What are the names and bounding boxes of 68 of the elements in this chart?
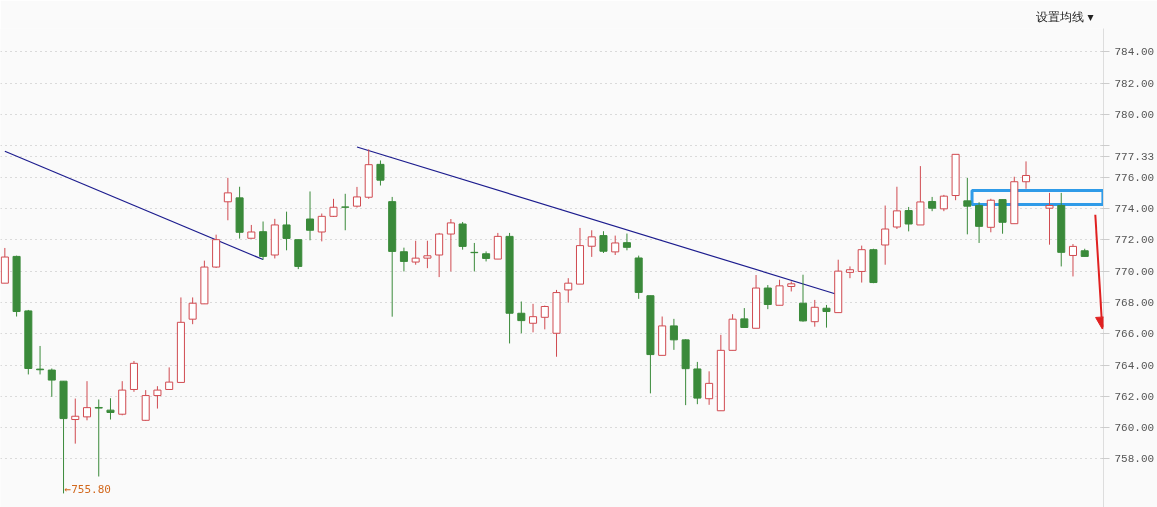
y-tick-label: 782.00 (1114, 77, 1155, 90)
candlestick (705, 370, 714, 406)
y-tick-label: 768.00 (1114, 296, 1155, 309)
candlestick (916, 165, 925, 226)
candlestick (165, 366, 174, 390)
candlestick (564, 277, 573, 304)
candlestick (611, 235, 620, 256)
y-tick-label: 774.00 (1114, 203, 1155, 216)
y-tick-label: 762.00 (1114, 390, 1155, 403)
candlestick (470, 242, 479, 272)
candlestick (622, 233, 631, 251)
candlestick (1045, 192, 1054, 246)
candlestick (36, 345, 45, 375)
y-tick-label: 780.00 (1114, 109, 1155, 122)
candlestick (763, 284, 772, 310)
y-tick-label: 776.00 (1114, 171, 1155, 184)
candlestick (975, 201, 984, 244)
candlestick (904, 206, 913, 232)
candlestick (411, 240, 420, 266)
candlestick (223, 177, 232, 221)
candlestick (282, 211, 291, 251)
candlestick (493, 232, 502, 260)
candlestick (1022, 160, 1031, 190)
annotation: ←755.80 (64, 482, 111, 496)
candlestick (153, 385, 162, 410)
candlestick (798, 274, 808, 323)
candlestick (857, 245, 866, 284)
candlestick (341, 193, 350, 231)
candlestick (599, 230, 608, 254)
candlestick (399, 247, 408, 272)
candlestick (892, 186, 901, 230)
candlestick (669, 318, 678, 351)
y-tick-label: 772.00 (1114, 234, 1155, 247)
candlestick (71, 398, 80, 445)
candlestick (317, 213, 326, 242)
candlestick (810, 299, 819, 328)
candlestick (775, 279, 784, 306)
text: 设置均线 ▾ (1035, 9, 1094, 24)
candlestick (47, 368, 56, 398)
y-tick-label: 764.00 (1114, 359, 1155, 372)
candlestick (998, 199, 1007, 235)
candlestick (963, 177, 972, 235)
candlestick (587, 229, 596, 258)
y-tick-label: 766.00 (1114, 328, 1155, 341)
candlestick (376, 159, 385, 187)
candlestick (435, 232, 444, 278)
y-tick-label: 758.00 (1114, 453, 1155, 466)
candlestick (329, 198, 338, 218)
candlestick (188, 296, 197, 325)
candlestick (881, 205, 890, 266)
candlestick (458, 221, 467, 251)
y-tick-label: 777.33 (1114, 150, 1155, 163)
candlestick (94, 398, 103, 478)
candlestick (1068, 243, 1077, 277)
y-tick-label: 784.00 (1114, 46, 1155, 59)
candlestick (423, 240, 432, 269)
candlestick (740, 307, 749, 328)
candlestick (82, 380, 92, 421)
candlestick (306, 190, 315, 241)
candlestick (822, 304, 831, 329)
candlestick (106, 397, 115, 421)
candlestick (446, 218, 455, 272)
candlestick (517, 301, 526, 334)
candlestick (529, 303, 538, 333)
y-tick-label: 770.00 (1114, 265, 1155, 278)
y-tick-label: 760.00 (1114, 422, 1155, 435)
candlestick (845, 265, 854, 279)
candlestick (352, 186, 361, 209)
